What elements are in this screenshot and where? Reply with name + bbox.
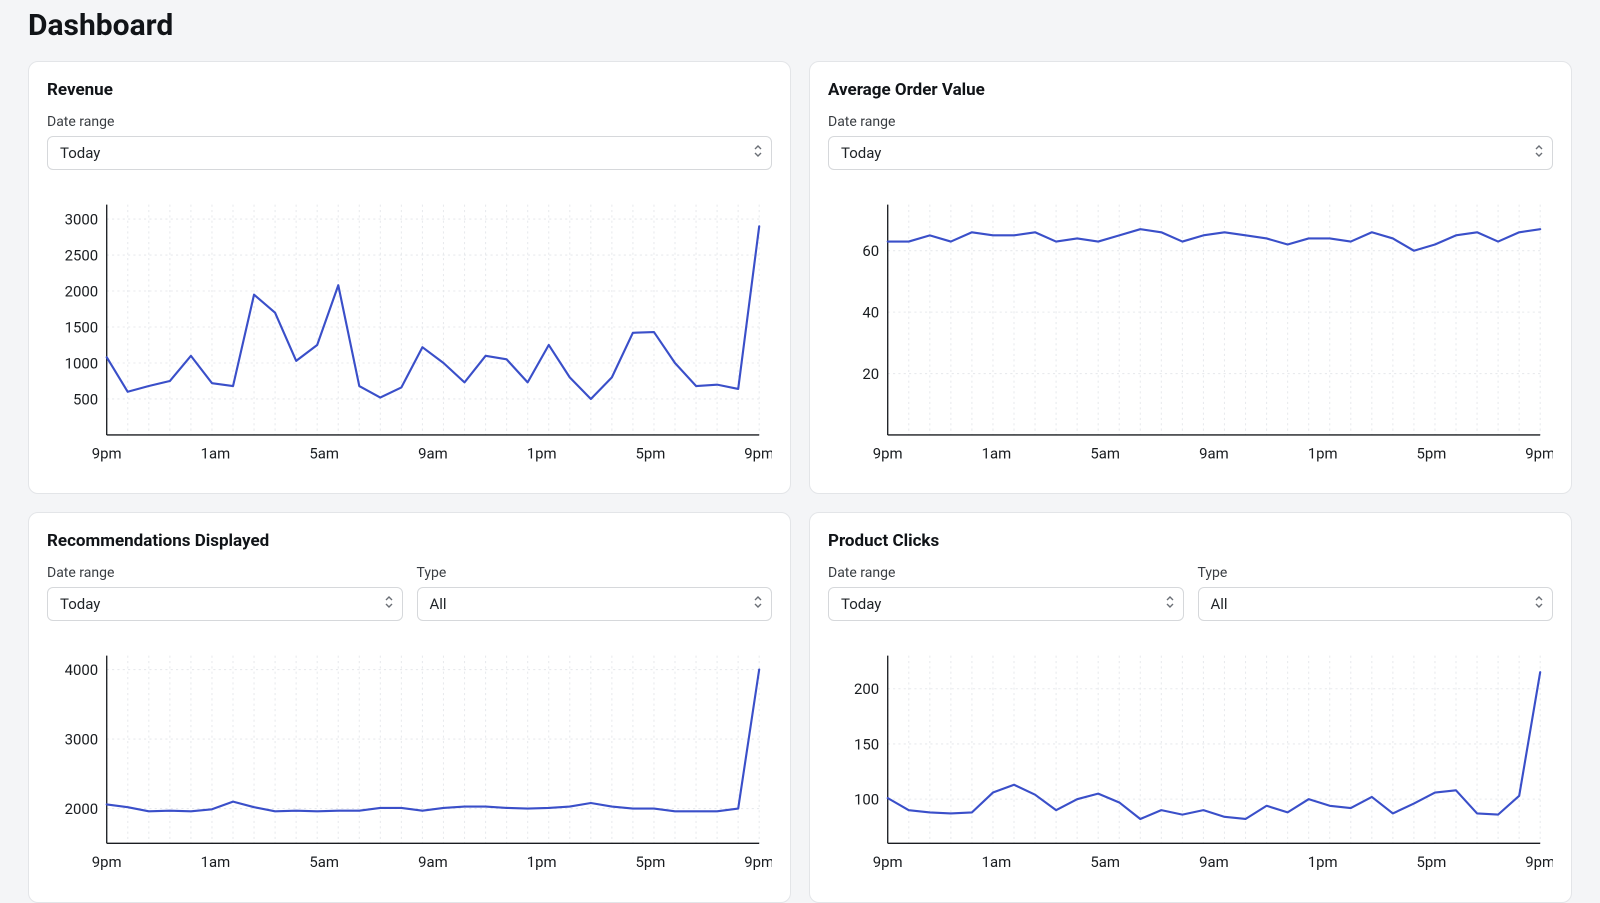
aov-date-range-control: Date range Today <box>828 114 1553 170</box>
recs-chart: 2000 3000 4000 9pm 1am 5am 9am 1pm 5pm 9pm <box>47 645 772 880</box>
svg-text:5am: 5am <box>309 853 339 871</box>
aov-date-range-value: Today <box>841 144 881 162</box>
card-recs-title: Recommendations Displayed <box>47 531 772 551</box>
svg-text:9am: 9am <box>418 444 448 462</box>
svg-text:5pm: 5pm <box>636 444 666 462</box>
svg-text:150: 150 <box>854 735 879 753</box>
clicks-type-select[interactable]: All <box>1198 587 1554 621</box>
svg-text:9pm: 9pm <box>744 444 772 462</box>
recs-date-range-value: Today <box>60 595 100 613</box>
svg-text:200: 200 <box>854 680 879 698</box>
recs-type-control: Type All <box>417 565 773 621</box>
svg-text:9am: 9am <box>1199 853 1229 871</box>
svg-text:60: 60 <box>862 242 879 260</box>
date-range-label: Date range <box>47 114 772 130</box>
type-label: Type <box>417 565 773 581</box>
svg-text:2500: 2500 <box>65 246 99 264</box>
clicks-chart: 100 150 200 9pm 1am 5am 9am 1pm 5pm 9pm <box>828 645 1553 880</box>
revenue-chart: 500 1000 1500 2000 2500 3000 9pm 1am 5am 9am 1pm 5p… <box>47 194 772 471</box>
card-revenue: Revenue Date range Today 500 1000 1500 2000… <box>28 61 791 494</box>
svg-text:9pm: 9pm <box>92 444 122 462</box>
date-range-label: Date range <box>47 565 403 581</box>
clicks-type-control: Type All <box>1198 565 1554 621</box>
select-caret-icon <box>753 144 763 162</box>
aov-chart: 20 40 60 9pm 1am 5am 9am 1pm 5pm 9pm <box>828 194 1553 471</box>
card-revenue-title: Revenue <box>47 80 772 100</box>
select-caret-icon <box>1165 595 1175 613</box>
svg-text:5pm: 5pm <box>1417 444 1447 462</box>
svg-text:9am: 9am <box>1199 444 1229 462</box>
svg-text:9pm: 9pm <box>873 444 903 462</box>
select-caret-icon <box>1534 144 1544 162</box>
svg-text:3000: 3000 <box>65 210 99 228</box>
card-aov: Average Order Value Date range Today 20 4… <box>809 61 1572 494</box>
svg-text:100: 100 <box>854 791 879 809</box>
svg-text:1500: 1500 <box>65 318 99 336</box>
select-caret-icon <box>1534 595 1544 613</box>
revenue-date-range-value: Today <box>60 144 100 162</box>
svg-text:9am: 9am <box>418 853 448 871</box>
card-recs: Recommendations Displayed Date range Tod… <box>28 512 791 903</box>
svg-text:1pm: 1pm <box>1308 444 1338 462</box>
svg-text:9pm: 9pm <box>92 853 122 871</box>
svg-text:1pm: 1pm <box>527 444 557 462</box>
svg-text:1am: 1am <box>982 853 1012 871</box>
clicks-date-range-value: Today <box>841 595 881 613</box>
clicks-date-range-control: Date range Today <box>828 565 1184 621</box>
date-range-label: Date range <box>828 565 1184 581</box>
date-range-label: Date range <box>828 114 1553 130</box>
svg-text:1000: 1000 <box>65 354 99 372</box>
card-aov-title: Average Order Value <box>828 80 1553 100</box>
svg-text:9pm: 9pm <box>873 853 903 871</box>
svg-text:1am: 1am <box>201 853 231 871</box>
svg-text:9pm: 9pm <box>744 853 772 871</box>
svg-text:3000: 3000 <box>65 731 99 749</box>
svg-text:5pm: 5pm <box>1417 853 1447 871</box>
svg-text:2000: 2000 <box>65 800 99 818</box>
svg-text:2000: 2000 <box>65 282 99 300</box>
recs-type-select[interactable]: All <box>417 587 773 621</box>
recs-date-range-select[interactable]: Today <box>47 587 403 621</box>
page-title: Dashboard <box>28 0 1572 61</box>
svg-text:1am: 1am <box>982 444 1012 462</box>
card-clicks: Product Clicks Date range Today Type All <box>809 512 1572 903</box>
aov-date-range-select[interactable]: Today <box>828 136 1553 170</box>
svg-text:9pm: 9pm <box>1525 444 1553 462</box>
svg-text:5am: 5am <box>1090 853 1120 871</box>
svg-text:1pm: 1pm <box>1308 853 1338 871</box>
recs-date-range-control: Date range Today <box>47 565 403 621</box>
svg-text:5am: 5am <box>1090 444 1120 462</box>
svg-text:1pm: 1pm <box>527 853 557 871</box>
svg-text:5pm: 5pm <box>636 853 666 871</box>
revenue-date-range-select[interactable]: Today <box>47 136 772 170</box>
recs-type-value: All <box>430 595 447 613</box>
clicks-type-value: All <box>1211 595 1228 613</box>
dashboard-grid: Revenue Date range Today 500 1000 1500 2000… <box>28 61 1572 903</box>
revenue-date-range-control: Date range Today <box>47 114 772 170</box>
card-clicks-title: Product Clicks <box>828 531 1553 551</box>
type-label: Type <box>1198 565 1554 581</box>
clicks-date-range-select[interactable]: Today <box>828 587 1184 621</box>
svg-text:1am: 1am <box>201 444 231 462</box>
select-caret-icon <box>384 595 394 613</box>
select-caret-icon <box>753 595 763 613</box>
svg-text:4000: 4000 <box>65 661 99 679</box>
svg-text:9pm: 9pm <box>1525 853 1553 871</box>
svg-text:500: 500 <box>73 390 98 408</box>
svg-text:20: 20 <box>862 365 879 383</box>
svg-text:40: 40 <box>862 303 879 321</box>
svg-text:5am: 5am <box>309 444 339 462</box>
